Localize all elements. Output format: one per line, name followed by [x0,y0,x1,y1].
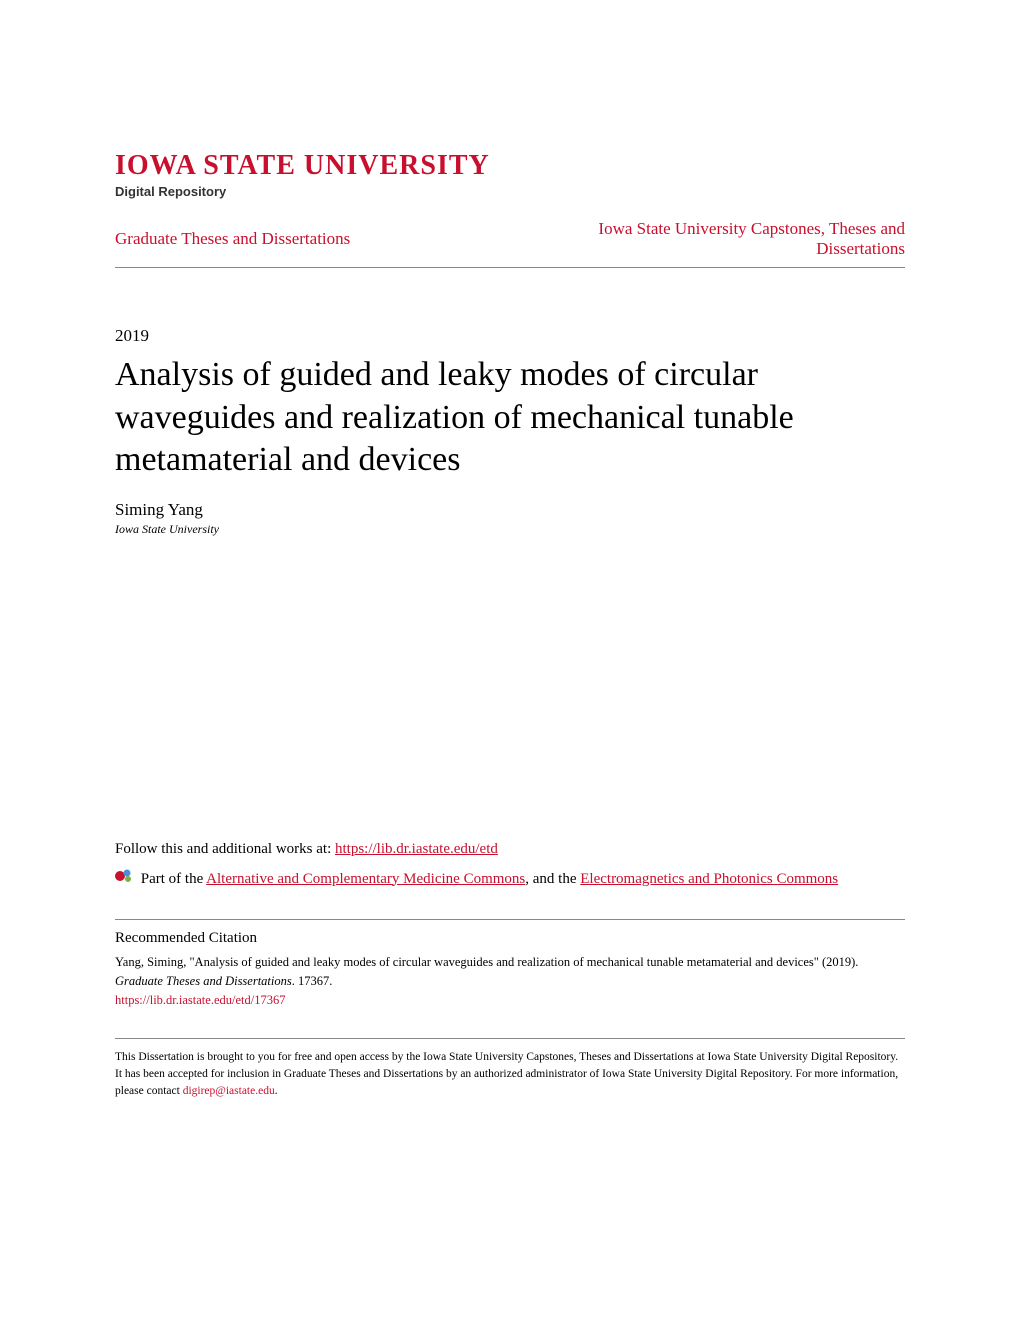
citation-url-link[interactable]: https://lib.dr.iastate.edu/etd/17367 [115,993,285,1007]
collection-link-left[interactable]: Graduate Theses and Dissertations [115,229,350,249]
contact-email-link[interactable]: digirep@iastate.edu [183,1085,275,1097]
publication-year: 2019 [115,326,905,346]
commons-line: Part of the Alternative and Complementar… [115,867,905,892]
citation-text: Yang, Siming, "Analysis of guided and le… [115,953,905,991]
citation-part1: Yang, Siming, "Analysis of guided and le… [115,955,858,969]
logo-sub: Digital Repository [115,184,905,199]
citation-italic: Graduate Theses and Dissertations [115,974,292,988]
commons-link-2[interactable]: Electromagnetics and Photonics Commons [580,871,838,887]
author-name: Siming Yang [115,500,905,520]
follow-line: Follow this and additional works at: htt… [115,837,905,861]
author-affiliation: Iowa State University [115,522,905,537]
citation-part2: . 17367. [292,974,333,988]
document-title: Analysis of guided and leaky modes of ci… [115,354,905,482]
logo-main: Iowa State University [115,150,905,182]
commons-prefix: Part of the [141,871,206,887]
follow-section: Follow this and additional works at: htt… [115,837,905,892]
footer-text: This Dissertation is brought to you for … [115,1049,905,1101]
section-divider [115,919,905,920]
commons-network-icon [115,867,133,891]
commons-link-1[interactable]: Alternative and Complementary Medicine C… [206,871,525,887]
logo-block: Iowa State University Digital Repository [115,150,905,199]
header-row: Graduate Theses and Dissertations Iowa S… [115,219,905,268]
commons-middle: , and the [525,871,580,887]
recommended-citation-heading: Recommended Citation [115,930,905,947]
citation-url[interactable]: https://lib.dr.iastate.edu/etd/17367 [115,993,905,1008]
collection-link-right[interactable]: Iowa State University Capstones, Theses … [555,219,905,259]
footer-part2: . [275,1085,278,1097]
follow-url-link[interactable]: https://lib.dr.iastate.edu/etd [335,841,498,857]
footer-divider [115,1038,905,1039]
follow-prefix: Follow this and additional works at: [115,841,335,857]
